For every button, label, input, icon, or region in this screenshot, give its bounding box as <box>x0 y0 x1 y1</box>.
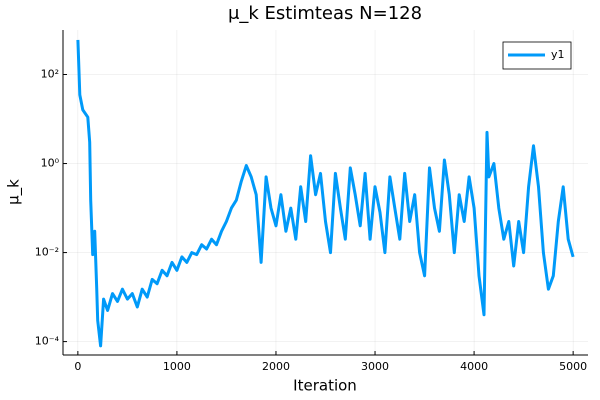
y-tick-label: 10² <box>41 68 59 81</box>
x-axis-label: Iteration <box>293 377 357 395</box>
x-tick-label: 1000 <box>163 360 191 373</box>
x-tick-label: 2000 <box>262 360 290 373</box>
y-tick-label: 10⁻² <box>35 246 59 259</box>
y-axis-label: μ_k <box>5 179 24 205</box>
chart-title: μ_k Estimteas N=128 <box>228 3 422 24</box>
y-tick-label: 10⁻⁴ <box>35 335 60 348</box>
legend-label: y1 <box>551 48 565 61</box>
x-tick-label: 4000 <box>460 360 488 373</box>
x-tick-label: 0 <box>74 360 81 373</box>
x-tick-label: 3000 <box>361 360 389 373</box>
x-tick-label: 5000 <box>559 360 587 373</box>
y-tick-label: 10⁰ <box>41 157 60 170</box>
data-line <box>76 39 575 348</box>
